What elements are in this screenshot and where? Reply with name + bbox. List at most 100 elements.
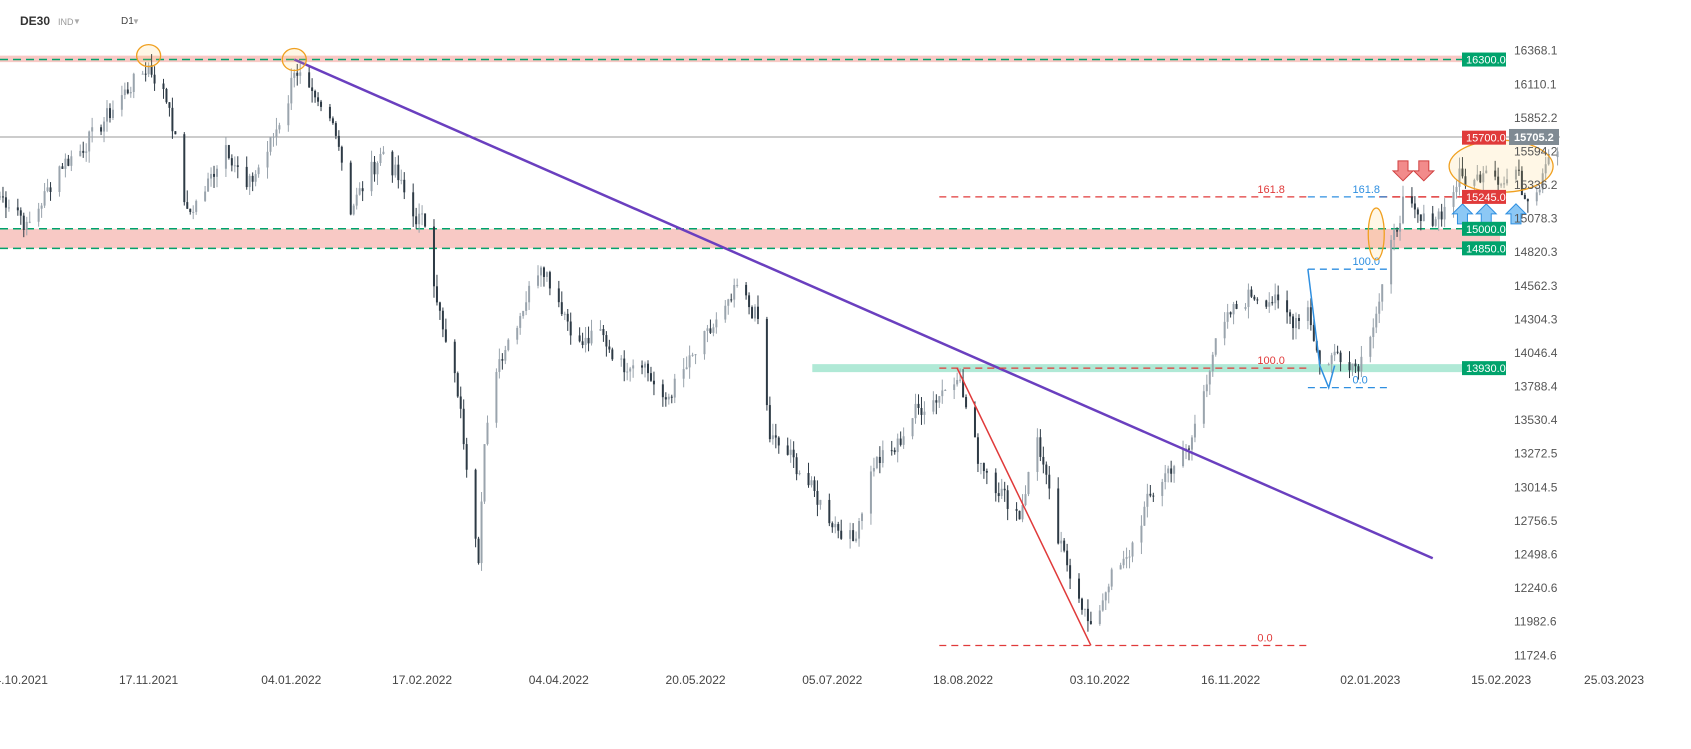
candle-body	[391, 151, 394, 176]
candle-body	[67, 158, 70, 166]
candle-body	[46, 187, 49, 192]
candle-body	[1229, 312, 1232, 315]
candle-body	[106, 108, 109, 122]
candle-body	[79, 150, 82, 157]
candle-body	[1378, 301, 1381, 314]
candle-body	[566, 313, 569, 322]
candle-body	[953, 384, 956, 391]
candle-body	[1431, 213, 1434, 226]
candle-body	[1443, 206, 1446, 220]
candle-body	[37, 208, 40, 222]
candle-body	[168, 102, 171, 108]
candle-body	[1312, 325, 1315, 341]
candle-body	[1452, 192, 1455, 207]
candle-body	[644, 363, 647, 368]
candle-body	[421, 213, 424, 215]
candle-body	[1360, 356, 1363, 372]
candle-body	[227, 145, 230, 159]
candle-body	[103, 121, 106, 132]
candle-body	[1458, 168, 1461, 187]
y-tick-label: 11724.6	[1514, 648, 1557, 662]
candle-body	[1063, 540, 1066, 551]
candle-body	[438, 302, 441, 311]
candle-body	[331, 118, 334, 124]
candle-body	[840, 530, 843, 539]
candle-body	[412, 192, 415, 217]
candle-body	[1494, 170, 1497, 177]
candle-body	[777, 437, 780, 446]
candle-body	[1339, 352, 1342, 363]
candle-body	[1422, 213, 1425, 222]
candle-body	[1390, 239, 1393, 285]
candle-body	[64, 158, 67, 169]
candle-body	[715, 319, 718, 328]
candle-body	[914, 403, 917, 419]
y-tick-label: 14820.3	[1514, 245, 1558, 259]
candle-body	[111, 109, 114, 119]
candle-body	[1045, 464, 1048, 475]
chevron-down-icon[interactable]: ▼	[73, 17, 81, 26]
candle-body	[376, 162, 379, 175]
candle-body	[807, 473, 810, 486]
x-tick-label: 16.11.2022	[1201, 673, 1260, 687]
candle-body	[1464, 176, 1467, 186]
candle-body	[685, 367, 688, 370]
x-tick-label: 17.02.2022	[392, 673, 452, 687]
candle-body	[944, 390, 947, 392]
candle-body	[144, 73, 147, 75]
candle-body	[890, 450, 893, 452]
candle-body	[183, 134, 186, 203]
candle-body	[664, 397, 667, 400]
candle-body	[911, 418, 914, 437]
candle-body	[495, 371, 498, 423]
candle-body	[525, 302, 528, 311]
candle-body	[299, 72, 302, 76]
candle-body	[1202, 391, 1205, 424]
timeframe-selector[interactable]: D1	[121, 16, 134, 27]
candle-body	[1336, 351, 1339, 353]
candle-body	[724, 305, 727, 320]
candle-body	[881, 450, 884, 464]
y-tick-label: 15594.2	[1514, 144, 1558, 158]
candle-body	[1297, 318, 1300, 321]
candle-body	[852, 530, 855, 542]
candle-body	[129, 92, 132, 94]
candle-body	[1434, 219, 1437, 226]
chevron-down-icon[interactable]: ▼	[132, 17, 140, 26]
candle-body	[189, 208, 192, 212]
symbol-label[interactable]: DE30	[20, 14, 51, 28]
y-tick-label: 16368.1	[1514, 44, 1558, 58]
candle-body	[1399, 223, 1402, 232]
candle-body	[1247, 289, 1250, 308]
candle-body	[1348, 362, 1351, 371]
candle-body	[1119, 565, 1122, 570]
candle-body	[1327, 364, 1330, 366]
candle-body	[501, 359, 504, 361]
candle-body	[296, 72, 299, 76]
candle-body	[1333, 351, 1336, 356]
candle-body	[195, 200, 198, 212]
candle-body	[1500, 184, 1503, 186]
candle-body	[314, 90, 317, 98]
candle-body	[858, 521, 861, 539]
candle-body	[756, 306, 759, 319]
candle-body	[893, 450, 896, 453]
candle-body	[1161, 481, 1164, 496]
candle-body	[1286, 300, 1289, 313]
candle-body	[774, 435, 777, 438]
y-tick-label: 13530.4	[1514, 413, 1558, 427]
y-tick-label: 16110.1	[1514, 77, 1557, 91]
candle-body	[16, 207, 19, 211]
breakout-highlight	[1367, 207, 1385, 261]
candle-body	[1042, 456, 1045, 465]
candle-body	[1419, 214, 1422, 222]
y-tick-label: 12240.6	[1514, 581, 1558, 595]
candle-body	[1107, 586, 1110, 593]
candle-body	[973, 407, 976, 438]
fib-red-label: 161.8	[1257, 184, 1285, 196]
candle-body	[516, 327, 519, 340]
candle-body	[1306, 307, 1309, 321]
candle-body	[424, 213, 427, 227]
fib-red-label: 100.0	[1257, 355, 1285, 367]
